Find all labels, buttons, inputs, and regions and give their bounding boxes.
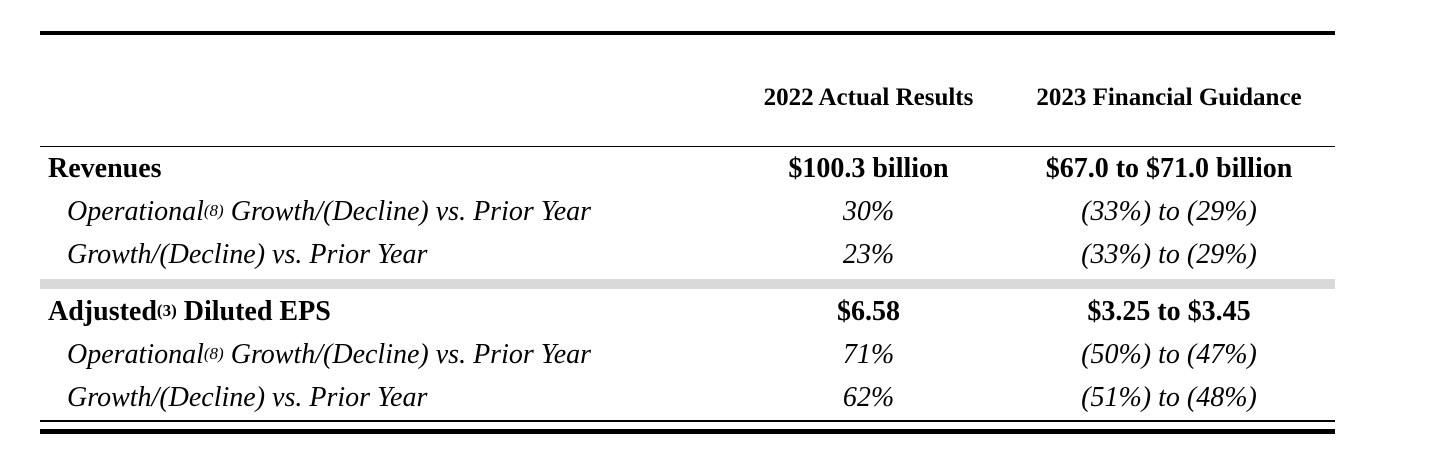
guidance-value: (51%) to (48%) — [1081, 381, 1257, 413]
actual-value: 62% — [842, 381, 895, 413]
actual-value: $6.58 — [837, 295, 900, 327]
row-label: Operational(8) Growth/(Decline) vs. Prio… — [40, 196, 746, 228]
guidance-value: $67.0 to $71.0 billion — [1045, 152, 1293, 184]
row-label-text: Growth/(Decline) vs. Prior Year — [67, 381, 428, 413]
revenues-operational-growth-row: Operational(8) Growth/(Decline) vs. Prio… — [40, 190, 1335, 233]
revenues-row: Revenues $100.3 billion $67.0 to $71.0 b… — [40, 147, 1335, 190]
row-label: Growth/(Decline) vs. Prior Year — [40, 239, 746, 271]
table-bottom-rule-gap — [40, 422, 1335, 429]
eps-operational-growth-row: Operational(8) Growth/(Decline) vs. Prio… — [40, 333, 1335, 376]
row-label: Growth/(Decline) vs. Prior Year — [40, 382, 746, 414]
revenues-growth-row: Growth/(Decline) vs. Prior Year 23% (33%… — [40, 233, 1335, 276]
header-actual-results: 2022 Actual Results — [763, 84, 974, 111]
row-label-text: Operational — [67, 338, 204, 370]
row-label-text: Revenues — [48, 152, 162, 184]
table-bottom-rule-thick — [40, 429, 1335, 434]
row-label-text: Adjusted — [48, 295, 157, 327]
adjusted-eps-row: Adjusted(3) Diluted EPS $6.58 $3.25 to $… — [40, 290, 1335, 333]
actual-value: 71% — [842, 338, 895, 370]
guidance-table: 2022 Actual Results 2023 Financial Guida… — [40, 31, 1335, 434]
table-header-row: 2022 Actual Results 2023 Financial Guida… — [40, 35, 1335, 147]
row-label-text: Operational — [67, 195, 204, 227]
footnote-ref: (3) — [156, 300, 177, 320]
footnote-ref: (8) — [203, 343, 224, 363]
guidance-value: (50%) to (47%) — [1081, 338, 1257, 370]
guidance-value: $3.25 to $3.45 — [1087, 295, 1251, 327]
row-label: Revenues — [40, 153, 746, 185]
eps-growth-row: Growth/(Decline) vs. Prior Year 62% (51%… — [40, 376, 1335, 419]
actual-value: 23% — [842, 238, 895, 270]
section-separator-band — [40, 279, 1335, 289]
guidance-value: (33%) to (29%) — [1081, 195, 1257, 227]
guidance-value: (33%) to (29%) — [1081, 238, 1257, 270]
footnote-ref: (8) — [203, 200, 224, 220]
row-label-text: Growth/(Decline) vs. Prior Year — [223, 338, 592, 370]
header-financial-guidance: 2023 Financial Guidance — [1036, 84, 1302, 111]
row-label-text: Growth/(Decline) vs. Prior Year — [223, 195, 592, 227]
row-label-text: Diluted EPS — [176, 295, 331, 327]
table-top-rule — [40, 31, 1335, 35]
row-label: Operational(8) Growth/(Decline) vs. Prio… — [40, 339, 746, 371]
actual-value: 30% — [842, 195, 895, 227]
actual-value: $100.3 billion — [788, 152, 949, 184]
table-bottom-rule-thin — [40, 420, 1335, 422]
row-label: Adjusted(3) Diluted EPS — [40, 296, 746, 328]
row-label-text: Growth/(Decline) vs. Prior Year — [67, 238, 428, 270]
